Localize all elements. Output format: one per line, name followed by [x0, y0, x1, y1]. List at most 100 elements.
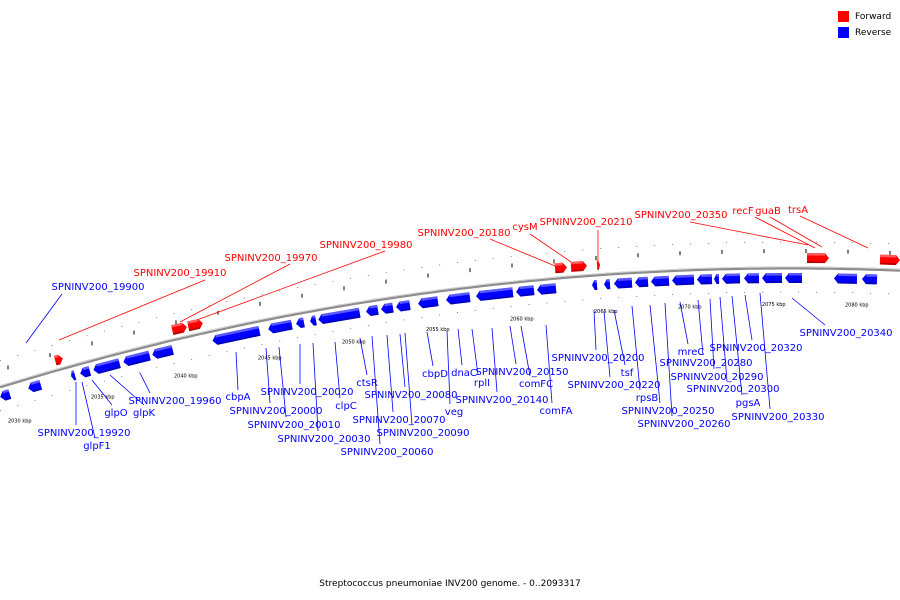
label-connector: [791, 297, 826, 326]
label-connector: [509, 325, 517, 365]
gene-shine: [30, 379, 41, 385]
gene-shine: [866, 274, 878, 277]
gene-reverse-12: [318, 307, 361, 324]
gene-shade: [520, 293, 535, 297]
gene-label: SPNINV200_20010: [247, 420, 340, 431]
kbp-tick-label: 2065 kbp: [594, 309, 618, 315]
gene-reverse-14: [381, 302, 394, 314]
gene-label: SPNINV200_20140: [455, 395, 548, 406]
label-connector: [603, 310, 611, 378]
gene-label: glpK: [133, 408, 155, 419]
gene-label: mreC: [678, 347, 705, 358]
gene-arrow: [366, 304, 379, 317]
gene-shade: [55, 362, 61, 366]
gene-label: glpO: [104, 408, 127, 419]
kbp-tick-label: 2030 kbp: [8, 419, 32, 425]
gene-arrow: [635, 276, 649, 288]
gene-shade: [879, 262, 896, 266]
kbp-tick-label: 2070 kbp: [678, 304, 702, 310]
gene-shade: [322, 315, 361, 324]
gene-reverse-28: [714, 273, 720, 284]
gene-shine: [570, 261, 583, 265]
gene-shine: [838, 273, 858, 277]
gene-arrow: [604, 279, 611, 290]
gene-shade: [541, 291, 557, 295]
gene-shine: [638, 276, 648, 280]
gene-shine: [82, 366, 90, 371]
gene-shade: [84, 373, 92, 378]
gene-reverse-15: [396, 300, 411, 312]
gene-arrow: [171, 322, 187, 335]
gene-arrow: [212, 325, 261, 345]
gene-label: SPNINV200_20260: [637, 419, 730, 430]
gene-shade: [73, 377, 77, 381]
label-connector: [471, 328, 479, 376]
label-connector: [25, 293, 63, 344]
gene-forward-2: [171, 322, 187, 335]
gene-shine: [187, 319, 199, 324]
gene-shade: [837, 281, 857, 284]
gene-shine: [215, 325, 259, 338]
gene-arrow: [672, 274, 695, 286]
label-connector: [689, 221, 809, 246]
gene-arrow: [862, 274, 878, 285]
legend-label-reverse: Reverse: [855, 27, 892, 38]
gene-shade: [639, 284, 649, 288]
gene-reverse-25: [651, 275, 670, 287]
label-connector: [371, 335, 381, 445]
legend-item-reverse: Reverse: [838, 25, 891, 40]
kbp-tick-label: 2055 kbp: [426, 327, 450, 333]
gene-arrow: [570, 261, 587, 272]
kbp-tick-label: 2050 kbp: [342, 340, 366, 346]
gene-label: SPNINV200_19900: [51, 282, 144, 293]
legend: Forward Reverse: [838, 9, 891, 41]
gene-forward-7: [806, 252, 829, 264]
gene-label: SPNINV200_20300: [686, 384, 779, 395]
gene-reverse-5: [93, 358, 121, 374]
gene-arrow: [834, 273, 858, 284]
gene-reverse-23: [614, 277, 633, 289]
gene-label: comFA: [539, 406, 572, 417]
gene-shade: [594, 287, 598, 291]
gene-shine: [716, 273, 719, 277]
gene-shade: [4, 396, 12, 401]
gene-label: SPNINV200_20090: [376, 428, 469, 439]
gene-shade: [313, 323, 317, 326]
gene-shine: [126, 350, 149, 359]
gene-shade: [806, 260, 825, 264]
kbp-tick-label: 2060 kbp: [510, 317, 534, 323]
gene-shine: [700, 274, 712, 278]
gene-shine: [765, 273, 782, 276]
gene-arrow: [187, 319, 203, 332]
gene-label: SPNINV200_20280: [659, 358, 752, 369]
genome-caption: Streptococcus pneumoniae INV200 genome. …: [319, 579, 581, 589]
legend-label-forward: Forward: [855, 11, 892, 22]
gene-reverse-13: [366, 304, 379, 317]
gene-reverse-10: [296, 317, 305, 329]
gene-shine: [271, 319, 292, 326]
gene-label: SPNINV200_20340: [799, 328, 892, 339]
gene-shade: [788, 280, 802, 284]
gene-shade: [300, 325, 305, 329]
gene-reverse-3: [71, 370, 77, 381]
gene-arrow: [651, 275, 670, 287]
gene-reverse-7: [152, 345, 174, 359]
gene-shine: [725, 273, 740, 277]
gene-label: SPNINV200_19970: [224, 253, 317, 264]
label-connector: [399, 333, 406, 388]
gene-arrow: [537, 283, 557, 295]
label-connector: [759, 292, 771, 410]
gene-arrow: [296, 317, 305, 329]
genome-backbone-highlight: [0, 266, 900, 387]
legend-swatch-forward: [838, 11, 849, 22]
gene-shade: [32, 387, 43, 393]
gene-reverse-30: [744, 273, 760, 284]
gene-shine: [321, 307, 360, 317]
label-connector: [613, 309, 626, 366]
gene-reverse-2: [28, 379, 43, 393]
gene-arrow: [71, 370, 77, 381]
gene-shade: [172, 330, 185, 335]
gene-arrow: [418, 296, 439, 309]
gene-reverse-22: [604, 279, 611, 290]
gene-labels: SPNINV200_19910SPNINV200_19970SPNINV200_…: [37, 205, 892, 458]
